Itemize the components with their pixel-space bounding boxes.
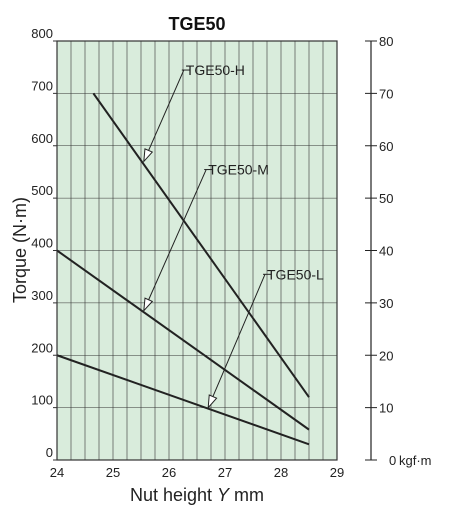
- callout-arrowhead: [143, 297, 154, 313]
- y-tick-label: 100: [31, 393, 53, 408]
- y2-tick-label: 80: [379, 34, 393, 49]
- y2-tick-label: 40: [379, 244, 393, 259]
- x-tick-label: 28: [274, 465, 288, 480]
- series-lines: [56, 92, 310, 446]
- y2-tick-label: 0: [389, 453, 396, 468]
- x-axis-title-main: Nut height: [130, 485, 217, 505]
- callout-arrowhead: [143, 148, 154, 163]
- y2-tick-label: 30: [379, 296, 393, 311]
- series-line: [56, 354, 310, 446]
- series-label: TGE50-H: [186, 62, 245, 78]
- x-tick-label: 29: [330, 465, 344, 480]
- y-tick-labels: 0 100 200 300 400 500 600 700 800: [31, 26, 57, 461]
- y-tick-label: 400: [31, 236, 53, 251]
- y-axis-title: Torque (N·m): [10, 197, 30, 303]
- y-tick-label: 800: [31, 26, 53, 41]
- x-tick-label: 25: [106, 465, 120, 480]
- callout-leader: [212, 274, 266, 397]
- y2-tick-label: 10: [379, 401, 393, 416]
- x-axis-title-unit: mm: [229, 485, 264, 505]
- x-tick-label: 27: [218, 465, 232, 480]
- grid-lines: [57, 41, 337, 460]
- callout-leader: [148, 169, 207, 300]
- chart-title: TGE50: [168, 14, 225, 34]
- callout-leader: [148, 69, 185, 151]
- y-tick-label: 300: [31, 288, 53, 303]
- x-tick-labels: 24 25 26 27 28 29: [50, 465, 344, 480]
- x-tick-label: 24: [50, 465, 64, 480]
- series-line: [92, 92, 310, 398]
- series-callouts: TGE50-H TGE50-M TGE50-L: [143, 62, 324, 410]
- x-axis-title-var: Y: [217, 485, 231, 505]
- series-label: TGE50-M: [208, 162, 269, 178]
- x-axis-title: Nut height Y mm: [130, 485, 264, 505]
- y2-unit-label: kgf·m: [399, 453, 432, 468]
- y-tick-label: 200: [31, 340, 53, 355]
- y-tick-label: 700: [31, 78, 53, 93]
- series-label: TGE50-L: [267, 266, 324, 282]
- callout-arrowhead: [207, 394, 218, 410]
- y2-tick-label: 20: [379, 348, 393, 363]
- series-line: [56, 249, 310, 431]
- y2-tick-labels: 0 kgf·m 10 20 30 40 50 60 70 80: [365, 34, 432, 468]
- x-tick-label: 26: [162, 465, 176, 480]
- y-tick-label: 0: [46, 445, 53, 460]
- y-tick-label: 600: [31, 131, 53, 146]
- y2-tick-label: 60: [379, 139, 393, 154]
- y2-tick-label: 70: [379, 86, 393, 101]
- y2-tick-label: 50: [379, 191, 393, 206]
- y-tick-label: 500: [31, 183, 53, 198]
